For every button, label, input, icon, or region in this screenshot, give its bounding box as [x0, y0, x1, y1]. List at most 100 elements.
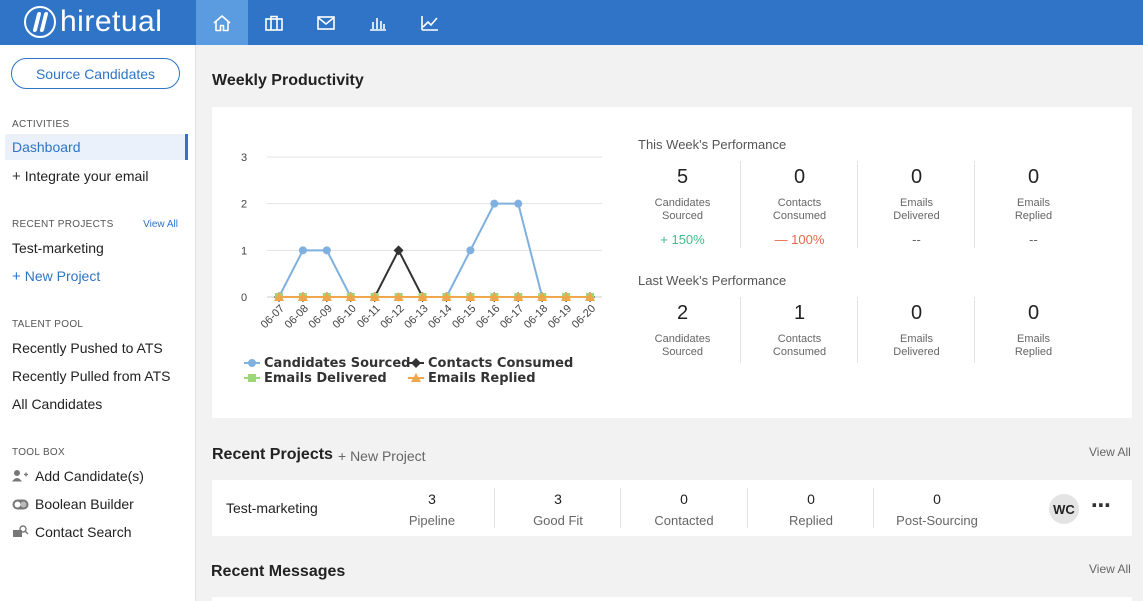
stat-value: 0: [680, 491, 688, 507]
chart-point-circle: [248, 359, 256, 367]
hiretual-logo[interactable]: hiretual: [24, 5, 162, 39]
divider: [857, 297, 858, 363]
stat-value: 0: [793, 166, 806, 188]
project-name[interactable]: Test-marketing: [226, 500, 318, 516]
project-stat-post-sourcing[interactable]: 0 Post-Sourcing: [874, 491, 1000, 528]
logo-mark-icon: [24, 6, 56, 38]
chart-point-diamond: [393, 245, 404, 256]
sidebar-item-all-candidates[interactable]: All Candidates: [12, 396, 103, 412]
stat-label: Replied: [1014, 210, 1053, 222]
divider: [740, 297, 741, 363]
contact-search-icon: [12, 525, 29, 541]
chart-point-circle: [322, 246, 331, 255]
last-week-performance-title: Last Week's Performance: [638, 273, 787, 288]
sidebar-item-project-test-marketing[interactable]: Test-marketing: [12, 240, 104, 256]
chart-series-line: [278, 248, 591, 298]
sidebar: Source Candidates ACTIVITIES Dashboard +…: [0, 45, 196, 601]
chart-point-triangle: [489, 292, 500, 301]
chart-x-tick-label: 06-14: [426, 303, 454, 331]
top-navigation-bar: hiretual: [0, 0, 1143, 45]
this-week-candidates-sourced: 5 Candidates Sourced + 150%: [624, 164, 741, 247]
nav-bar-chart-icon[interactable]: [352, 0, 404, 45]
stat-value: 0: [933, 491, 941, 507]
chart-point-triangle: [321, 292, 332, 301]
nav-briefcase-icon[interactable]: [248, 0, 300, 45]
chart-x-tick-label: 06-09: [307, 303, 335, 331]
plus-icon: +: [12, 268, 21, 285]
stat-label: Delivered: [893, 346, 940, 358]
chart-y-tick-label: 2: [241, 199, 247, 211]
sidebar-item-dashboard[interactable]: Dashboard: [5, 134, 188, 160]
chart-legend-label: Emails Delivered: [264, 371, 387, 386]
more-options-icon[interactable]: ⋯: [1091, 495, 1111, 517]
sidebar-item-recently-pulled[interactable]: Recently Pulled from ATS: [12, 368, 171, 384]
activities-section-title: ACTIVITIES: [12, 119, 70, 130]
talent-pool-section-title: TALENT POOL: [12, 319, 84, 330]
project-stat-pipeline[interactable]: 3 Pipeline: [369, 491, 495, 528]
nav-mail-icon[interactable]: [300, 0, 352, 45]
add-user-icon: [12, 469, 29, 485]
recent-messages-view-all-link[interactable]: View All: [1089, 562, 1131, 576]
nav-home-icon[interactable]: [196, 0, 248, 45]
last-week-emails-replied: 0 Emails Replied: [975, 300, 1092, 359]
stat-label: Emails: [1016, 333, 1050, 345]
stat-label: Pipeline: [408, 513, 456, 528]
plus-icon: +: [12, 168, 21, 185]
chart-x-tick-label: 06-13: [402, 303, 430, 331]
stat-value: 0: [1027, 302, 1040, 324]
stat-value: 1: [793, 302, 806, 324]
this-week-contacts-consumed: 0 Contacts Consumed — 100%: [741, 164, 858, 247]
divider: [494, 488, 495, 528]
recent-projects-view-all-link[interactable]: View All: [143, 219, 178, 230]
stat-label: Post-Sourcing: [896, 513, 978, 528]
chart-point-diamond: [411, 358, 421, 368]
project-stat-contacted[interactable]: 0 Contacted: [621, 491, 747, 528]
chart-legend-label: Contacts Consumed: [428, 356, 573, 371]
sidebar-item-contact-search[interactable]: Contact Search: [12, 524, 132, 541]
stat-value: 5: [676, 166, 689, 188]
project-row[interactable]: Test-marketing 3 Pipeline 3 Good Fit 0 C…: [212, 480, 1132, 536]
stat-label: Contacts: [777, 333, 822, 345]
nav-line-chart-icon[interactable]: [404, 0, 456, 45]
chart-x-tick-label: 06-18: [522, 303, 550, 331]
chart-x-tick-label: 06-07: [259, 303, 287, 331]
chart-point-triangle: [561, 292, 572, 301]
owner-avatar[interactable]: WC: [1049, 494, 1079, 524]
chart-point-circle: [298, 246, 307, 255]
sidebar-item-new-project[interactable]: + New Project: [12, 268, 101, 285]
chart-x-tick-label: 06-10: [330, 303, 358, 331]
this-week-performance-title: This Week's Performance: [638, 137, 787, 152]
stat-label: Emails: [1016, 197, 1050, 209]
chart-x-tick-label: 06-08: [283, 303, 311, 331]
chart-point-triangle: [417, 292, 428, 301]
chart-y-tick-label: 3: [241, 152, 247, 164]
stat-value: 0: [1027, 166, 1040, 188]
weekly-productivity-title: Weekly Productivity: [212, 72, 364, 89]
toolbox-section-title: TOOL BOX: [12, 447, 65, 458]
source-candidates-button[interactable]: Source Candidates: [11, 58, 180, 89]
sidebar-item-recently-pushed[interactable]: Recently Pushed to ATS: [12, 340, 163, 356]
last-week-candidates-sourced: 2 Candidates Sourced: [624, 300, 741, 359]
project-stat-good-fit[interactable]: 3 Good Fit: [495, 491, 621, 528]
chart-x-tick-label: 06-19: [546, 303, 574, 331]
stat-value: 2: [676, 302, 689, 324]
divider: [974, 161, 975, 248]
chart-point-triangle: [585, 292, 596, 301]
chart-point-triangle: [465, 292, 476, 301]
chart-point-triangle: [297, 292, 308, 301]
divider: [857, 161, 858, 248]
stat-label: Sourced: [662, 346, 703, 358]
chart-y-tick-label: 0: [241, 292, 247, 304]
stat-label: Contacts: [777, 197, 822, 209]
recent-projects-view-all-link[interactable]: View All: [1089, 445, 1131, 459]
stat-label: Candidates: [654, 333, 711, 345]
stat-label: Candidates: [654, 197, 711, 209]
sidebar-item-integrate-email[interactable]: + Integrate your email: [12, 168, 149, 185]
sidebar-item-add-candidates[interactable]: Add Candidate(s): [12, 468, 144, 485]
project-stat-replied[interactable]: 0 Replied: [748, 491, 874, 528]
sidebar-item-boolean-builder[interactable]: Boolean Builder: [12, 496, 134, 513]
stat-label: Delivered: [893, 210, 940, 222]
new-project-link[interactable]: + New Project: [338, 448, 426, 464]
recent-projects-section-title: RECENT PROJECTS: [12, 219, 114, 230]
recent-messages-title: Recent Messages: [211, 563, 346, 580]
